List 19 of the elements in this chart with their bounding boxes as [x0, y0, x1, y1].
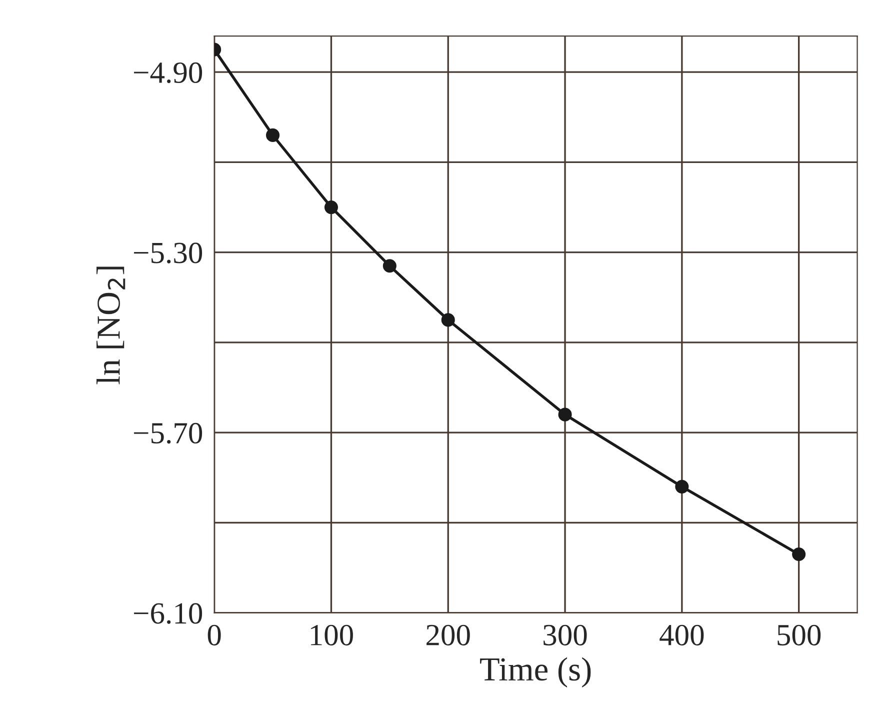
y-tick-label: −4.90: [134, 62, 202, 84]
y-tick-label: −5.70: [134, 422, 202, 444]
x-tick-label: 0: [208, 624, 221, 646]
y-tick-label: −6.10: [134, 603, 202, 624]
point: [266, 128, 280, 142]
point: [441, 313, 455, 327]
point: [382, 259, 396, 273]
y-axis-title: ln [NO$_{2}$]: [96, 266, 126, 384]
x-tick-label: 500: [778, 624, 821, 646]
point: [675, 480, 689, 494]
y-tick-label: −5.30: [134, 242, 202, 264]
x-tick-label: 200: [426, 624, 470, 646]
x-tick-label: 300: [544, 624, 587, 646]
point: [558, 408, 572, 422]
x-axis-title: Time (s): [480, 657, 591, 688]
point: [792, 548, 806, 562]
x-tick-label: 100: [310, 624, 353, 646]
x-tick-label: 400: [660, 624, 704, 646]
point: [324, 200, 338, 214]
